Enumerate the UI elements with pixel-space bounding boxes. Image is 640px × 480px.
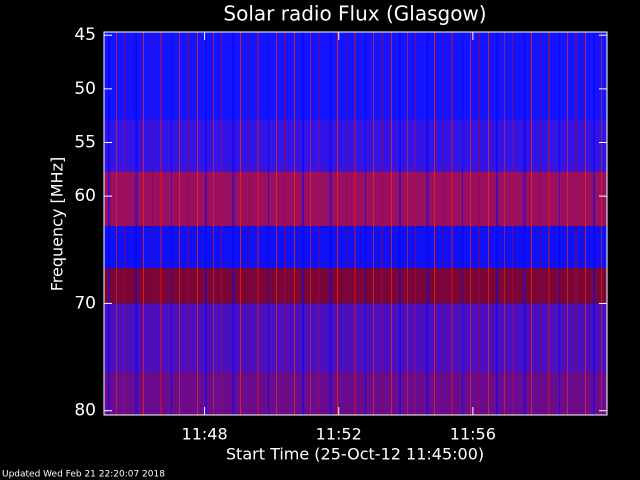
x-tick-label: 11:48	[182, 425, 228, 444]
texture	[104, 32, 607, 120]
x-axis-label: Start Time (25-Oct-12 11:45:00)	[226, 445, 484, 464]
y-tick-label: 50	[74, 79, 96, 99]
x-tick-label: 11:52	[316, 425, 362, 444]
y-tick-label: 70	[74, 293, 96, 313]
plot-frame	[103, 31, 608, 416]
y-tick-label: 60	[74, 186, 96, 206]
texture	[104, 119, 607, 172]
texture	[104, 303, 607, 373]
texture	[104, 171, 607, 227]
y-axis-label: Frequency [MHz]	[48, 157, 67, 291]
footer: Updated Wed Feb 21 22:20:07 2018	[2, 470, 165, 480]
texture	[104, 268, 607, 304]
texture	[104, 226, 607, 269]
y-tick-label: 55	[74, 133, 96, 153]
y-tick-label: 80	[74, 401, 96, 421]
chart-title: Solar radio Flux (Glasgow)	[223, 2, 486, 26]
texture	[104, 372, 607, 415]
y-tick-label: 45	[74, 25, 96, 45]
x-tick-label: 11:56	[450, 425, 496, 444]
